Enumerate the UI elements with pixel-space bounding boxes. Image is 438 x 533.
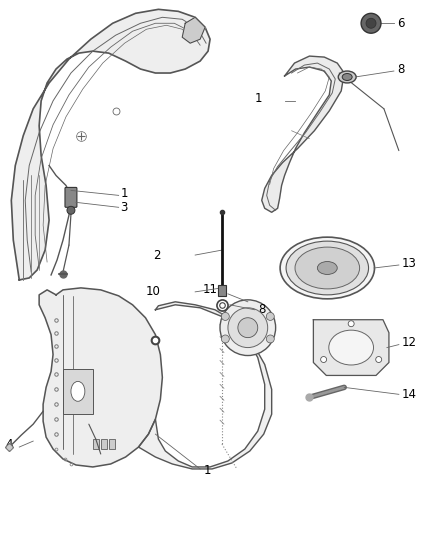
Bar [93, 439, 99, 449]
Text: 11: 11 [203, 284, 218, 296]
Circle shape [266, 312, 274, 320]
Text: 8: 8 [258, 303, 265, 316]
Polygon shape [182, 17, 205, 43]
Ellipse shape [280, 237, 374, 299]
Circle shape [266, 335, 274, 343]
Circle shape [366, 18, 376, 28]
Polygon shape [314, 320, 389, 375]
Circle shape [238, 318, 258, 337]
Polygon shape [39, 288, 162, 467]
Circle shape [220, 300, 276, 356]
Circle shape [228, 308, 268, 348]
Circle shape [221, 335, 230, 343]
Bar [63, 369, 93, 414]
Ellipse shape [342, 74, 352, 80]
Polygon shape [11, 10, 210, 280]
Text: 6: 6 [397, 17, 404, 30]
Circle shape [221, 312, 230, 320]
Text: 4: 4 [6, 438, 13, 450]
Text: 3: 3 [120, 201, 128, 214]
Text: 1: 1 [120, 187, 128, 200]
Text: 1: 1 [204, 464, 212, 478]
FancyBboxPatch shape [218, 285, 226, 296]
Circle shape [361, 13, 381, 33]
FancyBboxPatch shape [65, 188, 77, 207]
Ellipse shape [329, 330, 374, 365]
Polygon shape [262, 56, 344, 212]
Ellipse shape [71, 382, 85, 401]
Circle shape [376, 357, 381, 362]
Circle shape [321, 357, 327, 362]
Bar [109, 439, 115, 449]
Bar [101, 439, 107, 449]
Ellipse shape [338, 71, 356, 83]
Ellipse shape [286, 241, 368, 295]
Ellipse shape [318, 262, 337, 274]
Polygon shape [138, 302, 272, 469]
Text: 2: 2 [153, 248, 160, 262]
Circle shape [348, 321, 354, 327]
Text: 13: 13 [402, 256, 417, 270]
Text: 10: 10 [145, 285, 160, 298]
Ellipse shape [295, 247, 360, 289]
Text: 12: 12 [402, 336, 417, 349]
Text: 8: 8 [397, 62, 404, 76]
Text: 14: 14 [402, 388, 417, 401]
Text: 1: 1 [254, 92, 262, 106]
Circle shape [67, 206, 75, 214]
